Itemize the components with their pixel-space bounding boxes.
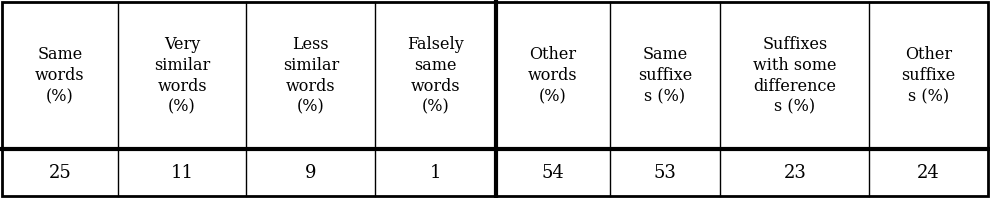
Text: 1: 1 xyxy=(430,164,442,182)
Text: 53: 53 xyxy=(653,164,676,182)
Text: Falsely
same
words
(%): Falsely same words (%) xyxy=(407,36,464,116)
Text: Same
words
(%): Same words (%) xyxy=(35,46,85,105)
Text: 11: 11 xyxy=(170,164,194,182)
Text: Other
suffixe
s (%): Other suffixe s (%) xyxy=(902,46,955,105)
Text: 54: 54 xyxy=(542,164,564,182)
Text: Very
similar
words
(%): Very similar words (%) xyxy=(154,36,210,116)
Text: Other
words
(%): Other words (%) xyxy=(528,46,577,105)
Text: 24: 24 xyxy=(918,164,940,182)
Text: Same
suffixe
s (%): Same suffixe s (%) xyxy=(638,46,692,105)
Text: 23: 23 xyxy=(783,164,806,182)
Text: 25: 25 xyxy=(49,164,71,182)
Text: Suffixes
with some
difference
s (%): Suffixes with some difference s (%) xyxy=(753,36,837,116)
Text: 9: 9 xyxy=(305,164,317,182)
Text: Less
similar
words
(%): Less similar words (%) xyxy=(283,36,339,116)
